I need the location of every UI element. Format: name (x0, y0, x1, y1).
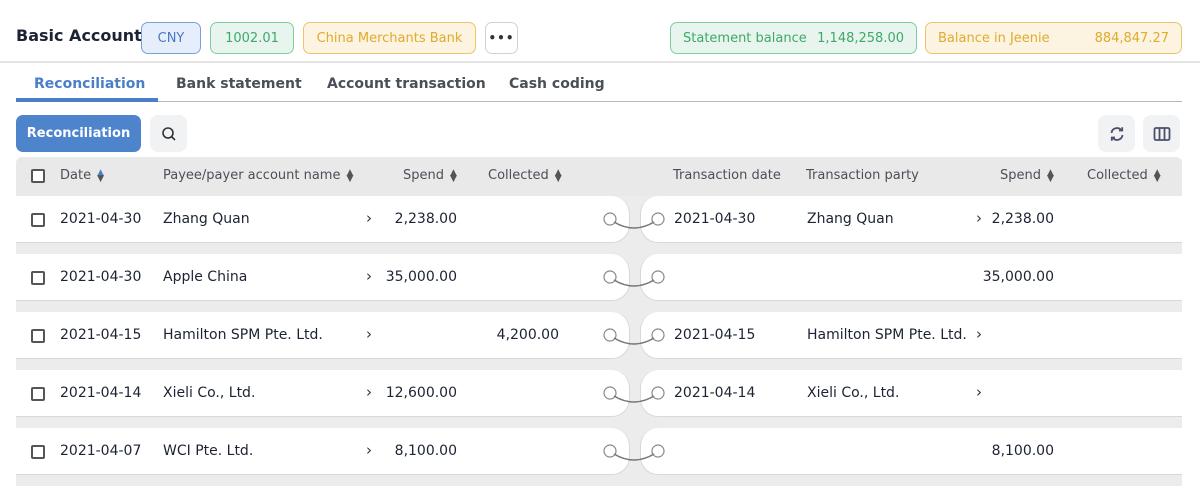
row-transaction-date: 2021-04-14 (674, 385, 756, 401)
table-row[interactable]: 2021-04-07 WCI Pte. Ltd. › 8,100.00 8,10… (16, 428, 1182, 486)
row-collected: 4,200.00 (496, 327, 559, 343)
header-right-collected[interactable]: Collected ▲ ▼ (1087, 167, 1161, 184)
reconciliation-button[interactable]: Reconciliation (16, 115, 141, 152)
divider (0, 61, 1200, 63)
row-date: 2021-04-15 (60, 327, 142, 343)
statement-balance-value: 1,148,258.00 (817, 30, 904, 46)
tab-bank-statement[interactable]: Bank statement (176, 76, 302, 92)
jeenie-balance-badge: Balance in Jeenie 884,847.27 (925, 22, 1182, 54)
chevron-right-icon[interactable]: › (976, 325, 982, 343)
row-right-spend: 8,100.00 (991, 443, 1054, 459)
chevron-right-icon[interactable]: › (366, 209, 372, 227)
columns-button[interactable] (1143, 115, 1180, 152)
row-checkbox[interactable] (31, 213, 45, 227)
link-icon[interactable] (602, 442, 666, 466)
search-button[interactable] (150, 115, 187, 152)
row-right-spend: 2,238.00 (991, 211, 1054, 227)
row-checkbox[interactable] (31, 387, 45, 401)
row-checkbox[interactable] (31, 329, 45, 343)
header-date[interactable]: Date ▲ ▼ (60, 167, 104, 184)
header-collected[interactable]: Collected ▲ ▼ (488, 167, 562, 184)
header-payee[interactable]: Payee/payer account name ▲ ▼ (163, 167, 354, 184)
row-spend: 12,600.00 (385, 385, 457, 401)
tab-bar: Reconciliation Bank statement Account tr… (16, 74, 1182, 102)
link-icon[interactable] (602, 384, 666, 408)
row-payee: Xieli Co., Ltd. (163, 385, 256, 401)
sort-icon: ▲ ▼ (97, 167, 104, 184)
row-payee: WCI Pte. Ltd. (163, 443, 254, 459)
jeenie-balance-label: Balance in Jeenie (938, 30, 1050, 46)
row-transaction-party: Hamilton SPM Pte. Ltd. (807, 327, 967, 343)
account-transaction-card: 2021-04-14 Xieli Co., Ltd. › (640, 370, 1182, 417)
row-spend: 8,100.00 (394, 443, 457, 459)
account-transaction-card: 8,100.00 (640, 428, 1182, 475)
row-transaction-date: 2021-04-30 (674, 211, 756, 227)
row-transaction-date: 2021-04-15 (674, 327, 756, 343)
account-transaction-card: 35,000.00 (640, 254, 1182, 301)
tab-cash-coding[interactable]: Cash coding (509, 76, 605, 92)
currency-badge: CNY (141, 22, 201, 54)
columns-icon (1153, 126, 1170, 141)
select-all-checkbox[interactable] (31, 169, 45, 183)
account-transaction-card: 2021-04-30 Zhang Quan › 2,238.00 (640, 196, 1182, 243)
row-transaction-party: Xieli Co., Ltd. (807, 385, 900, 401)
header-transaction-party: Transaction party (806, 168, 919, 183)
table-header: Date ▲ ▼ Payee/payer account name ▲ ▼ Spend ▲… (16, 157, 1182, 196)
bank-statement-card: 2021-04-15 Hamilton SPM Pte. Ltd. › 4,20… (16, 312, 630, 359)
chevron-right-icon[interactable]: › (366, 441, 372, 459)
chevron-right-icon[interactable]: › (976, 383, 982, 401)
link-icon[interactable] (602, 210, 666, 234)
chevron-right-icon[interactable]: › (366, 383, 372, 401)
row-transaction-party: Zhang Quan (807, 211, 894, 227)
statement-balance-label: Statement balance (683, 30, 807, 46)
active-tab-indicator (16, 98, 158, 102)
account-title: Basic Account (16, 26, 142, 45)
bank-statement-card: 2021-04-14 Xieli Co., Ltd. › 12,600.00 (16, 370, 630, 417)
sort-icon: ▲ ▼ (1153, 167, 1161, 184)
row-date: 2021-04-30 (60, 211, 142, 227)
row-date: 2021-04-30 (60, 269, 142, 285)
chevron-right-icon[interactable]: › (366, 267, 372, 285)
more-button[interactable]: ••• (485, 22, 518, 54)
bank-statement-card: 2021-04-07 WCI Pte. Ltd. › 8,100.00 (16, 428, 630, 475)
row-payee: Zhang Quan (163, 211, 250, 227)
sort-icon: ▲ ▼ (450, 167, 457, 184)
row-checkbox[interactable] (31, 445, 45, 459)
header-spend[interactable]: Spend ▲ ▼ (403, 167, 457, 184)
table-row[interactable]: 2021-04-30 Zhang Quan › 2,238.00 2021-04… (16, 196, 1182, 254)
refresh-icon (1110, 126, 1123, 141)
sort-icon: ▲ ▼ (1047, 167, 1054, 184)
row-spend: 35,000.00 (385, 269, 457, 285)
search-icon (161, 126, 176, 141)
bank-statement-card: 2021-04-30 Apple China › 35,000.00 (16, 254, 630, 301)
account-transaction-card: 2021-04-15 Hamilton SPM Pte. Ltd. › (640, 312, 1182, 359)
row-payee: Hamilton SPM Pte. Ltd. (163, 327, 323, 343)
table-row[interactable]: 2021-04-15 Hamilton SPM Pte. Ltd. › 4,20… (16, 312, 1182, 370)
bank-statement-card: 2021-04-30 Zhang Quan › 2,238.00 (16, 196, 630, 243)
sort-icon: ▲ ▼ (554, 167, 562, 184)
statement-balance-badge: Statement balance 1,148,258.00 (670, 22, 917, 54)
row-payee: Apple China (163, 269, 248, 285)
tab-account-transaction[interactable]: Account transaction (327, 76, 486, 92)
chevron-right-icon[interactable]: › (366, 325, 372, 343)
table-row[interactable]: 2021-04-14 Xieli Co., Ltd. › 12,600.00 2… (16, 370, 1182, 428)
link-icon[interactable] (602, 268, 666, 292)
table-row[interactable]: 2021-04-30 Apple China › 35,000.00 35,00… (16, 254, 1182, 312)
jeenie-balance-value: 884,847.27 (1094, 30, 1169, 46)
header-right-spend[interactable]: Spend ▲ ▼ (1000, 167, 1054, 184)
row-date: 2021-04-07 (60, 443, 142, 459)
sort-icon: ▲ ▼ (346, 167, 354, 184)
account-code-badge: 1002.01 (210, 22, 294, 54)
row-date: 2021-04-14 (60, 385, 142, 401)
header-transaction-date: Transaction date (673, 168, 781, 183)
tab-reconciliation[interactable]: Reconciliation (34, 76, 146, 92)
row-right-spend: 35,000.00 (982, 269, 1054, 285)
row-spend: 2,238.00 (394, 211, 457, 227)
row-checkbox[interactable] (31, 271, 45, 285)
link-icon[interactable] (602, 326, 666, 350)
bank-badge: China Merchants Bank (303, 22, 476, 54)
chevron-right-icon[interactable]: › (976, 209, 982, 227)
refresh-button[interactable] (1098, 115, 1135, 152)
